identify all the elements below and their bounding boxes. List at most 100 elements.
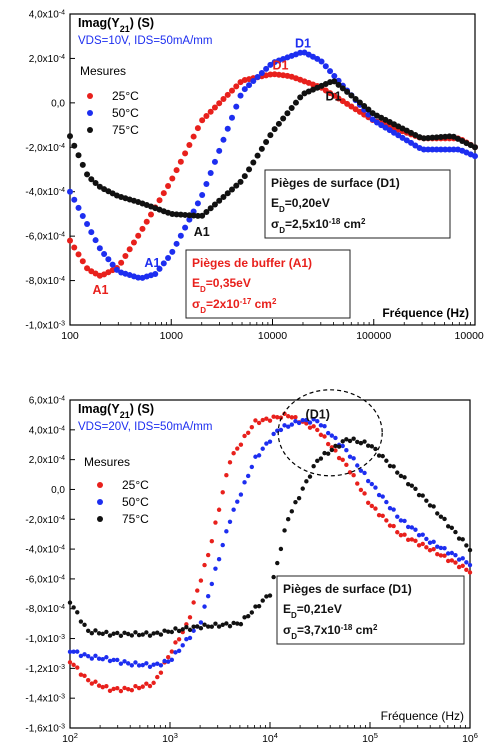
data-point: [190, 133, 197, 140]
data-point: [231, 451, 236, 456]
data-point: [347, 438, 353, 444]
data-point: [122, 659, 127, 664]
data-point: [245, 430, 251, 436]
data-point: [85, 628, 91, 633]
data-point: [254, 74, 261, 81]
data-point: [331, 72, 338, 79]
data-point: [176, 637, 182, 642]
data-point: [84, 221, 91, 228]
x-tick-label: 1000: [160, 330, 184, 342]
data-point: [391, 523, 396, 529]
data-point: [245, 473, 251, 479]
data-point: [133, 660, 138, 665]
data-point: [442, 133, 449, 140]
legend-entry: 25°C: [122, 478, 149, 492]
data-point: [438, 545, 444, 551]
data-point: [75, 204, 82, 211]
annotation-box: [185, 249, 351, 319]
data-point: [344, 88, 351, 95]
data-point: [395, 530, 400, 535]
data-point: [348, 103, 355, 110]
data-point: [67, 600, 73, 605]
data-point: [216, 100, 223, 107]
data-point: [176, 628, 182, 634]
data-point: [82, 673, 87, 679]
data-point: [453, 560, 458, 565]
data-point: [125, 661, 131, 666]
data-point: [449, 525, 455, 531]
y-tick-label: -8,0x10-4: [25, 604, 65, 616]
data-point: [384, 458, 389, 463]
data-point: [433, 134, 440, 141]
data-point: [429, 146, 436, 153]
data-point: [267, 61, 274, 68]
data-point: [424, 498, 429, 503]
data-point: [156, 197, 163, 204]
data-point: [351, 456, 356, 461]
data-point: [249, 610, 255, 615]
data-point: [331, 92, 338, 99]
data-point: [75, 610, 80, 615]
data-point: [231, 620, 236, 626]
data-point: [264, 416, 269, 421]
data-point: [130, 239, 137, 246]
data-point: [405, 537, 411, 543]
data-point: [224, 529, 229, 534]
data-point: [300, 417, 305, 423]
data-point: [340, 457, 345, 463]
data-point: [263, 138, 270, 145]
data-point: [347, 454, 353, 459]
data-point: [453, 552, 458, 558]
data-point: [335, 81, 342, 88]
data-point: [169, 629, 175, 635]
data-point: [250, 78, 257, 85]
data-point: [220, 622, 225, 627]
data-point: [456, 557, 462, 562]
data-point: [427, 540, 433, 545]
data-point: [472, 144, 478, 151]
data-point: [271, 431, 276, 437]
data-point: [186, 216, 193, 223]
data-point: [96, 656, 102, 661]
data-point: [339, 98, 346, 105]
data-point: [182, 211, 189, 218]
data-point: [380, 494, 385, 499]
box-energy: ED=0,21eV: [283, 602, 342, 620]
data-point: [380, 513, 385, 518]
data-point: [67, 660, 73, 665]
annotation-label: D1: [273, 59, 289, 73]
legend-title: Mesures: [80, 64, 126, 78]
data-point: [71, 649, 76, 654]
data-point: [307, 425, 313, 430]
data-point: [96, 683, 102, 688]
data-point: [224, 473, 229, 478]
annotation-label: D1: [295, 36, 311, 50]
data-point: [198, 578, 204, 583]
data-point: [213, 621, 218, 626]
data-point: [289, 422, 295, 427]
conditions: VDS=10V, IDS=50mA/mm: [78, 35, 212, 47]
data-point: [427, 503, 433, 508]
data-point: [82, 622, 87, 628]
data-point: [398, 473, 404, 479]
data-point: [71, 142, 78, 149]
series-50°C: [67, 49, 478, 281]
data-point: [101, 250, 108, 257]
data-point: [79, 258, 86, 265]
plot-frame: [69, 399, 471, 729]
data-point: [235, 621, 240, 626]
data-point: [71, 662, 76, 668]
data-point: [216, 147, 223, 154]
data-point: [420, 146, 427, 153]
data-point: [373, 506, 378, 511]
data-point: [322, 423, 327, 429]
y-tick-label: -4,0x10-4: [25, 187, 65, 199]
data-point: [194, 125, 201, 132]
data-point: [75, 665, 80, 670]
data-point: [186, 212, 193, 219]
data-point: [88, 176, 95, 183]
series-75°C: [67, 436, 473, 639]
data-point: [258, 145, 265, 152]
data-point: [429, 134, 436, 141]
data-point: [365, 106, 372, 113]
